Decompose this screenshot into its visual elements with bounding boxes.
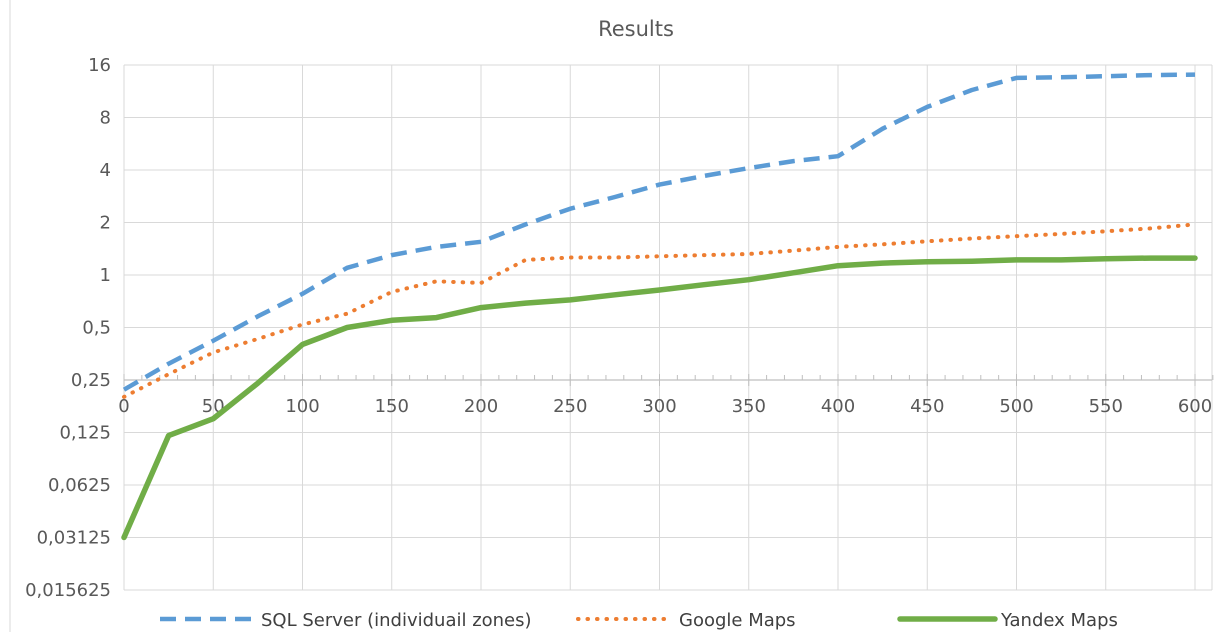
y-tick-label: 16 xyxy=(88,55,111,76)
y-gridlines xyxy=(124,64,1212,591)
y-axis-tick-labels: 0,015625 0,03125 0,0625 0,125 0,25 0,5 1 2 4 8 16 xyxy=(25,55,111,601)
x-tick-label: 500 xyxy=(999,396,1033,417)
x-tick-label: 350 xyxy=(732,396,766,417)
legend-label-1: SQL Server (individuail zones) xyxy=(261,610,532,631)
y-tick-label: 1 xyxy=(100,265,111,286)
chart-title: Results xyxy=(598,17,674,41)
y-tick-label: 0,015625 xyxy=(25,580,111,601)
x-tick-label: 250 xyxy=(553,396,587,417)
series-line-1 xyxy=(122,72,1196,392)
x-gridlines xyxy=(123,65,1213,590)
x-tick-label: 450 xyxy=(910,396,944,417)
legend-label-3: Yandex Maps xyxy=(1000,610,1118,631)
y-tick-label: 4 xyxy=(100,160,111,181)
series-line-3 xyxy=(121,255,1198,541)
x-axis xyxy=(123,374,1214,386)
x-tick-label: 0 xyxy=(118,396,129,417)
y-tick-label: 8 xyxy=(100,108,111,129)
y-tick-label: 2 xyxy=(100,213,111,234)
y-tick-label: 0,03125 xyxy=(37,528,111,549)
x-tick-label: 400 xyxy=(821,396,855,417)
y-tick-label: 0,125 xyxy=(59,423,111,444)
x-tick-label: 600 xyxy=(1178,396,1212,417)
x-axis-tick-labels: 0 50 100 150 200 250 300 350 400 450 500 550 600 xyxy=(118,396,1212,417)
series-lines xyxy=(121,72,1198,541)
y-tick-label: 0,25 xyxy=(71,370,111,391)
y-tick-label: 0,0625 xyxy=(48,475,111,496)
x-tick-label: 100 xyxy=(285,396,319,417)
legend: SQL Server (individuail zones) Google Map… xyxy=(160,610,1118,631)
x-tick-label: 550 xyxy=(1089,396,1123,417)
series-line-2 xyxy=(122,222,1197,399)
y-tick-label: 0,5 xyxy=(82,318,111,339)
x-tick-label: 200 xyxy=(464,396,498,417)
legend-label-2: Google Maps xyxy=(679,610,796,631)
x-tick-label: 150 xyxy=(375,396,409,417)
x-tick-label: 300 xyxy=(642,396,676,417)
